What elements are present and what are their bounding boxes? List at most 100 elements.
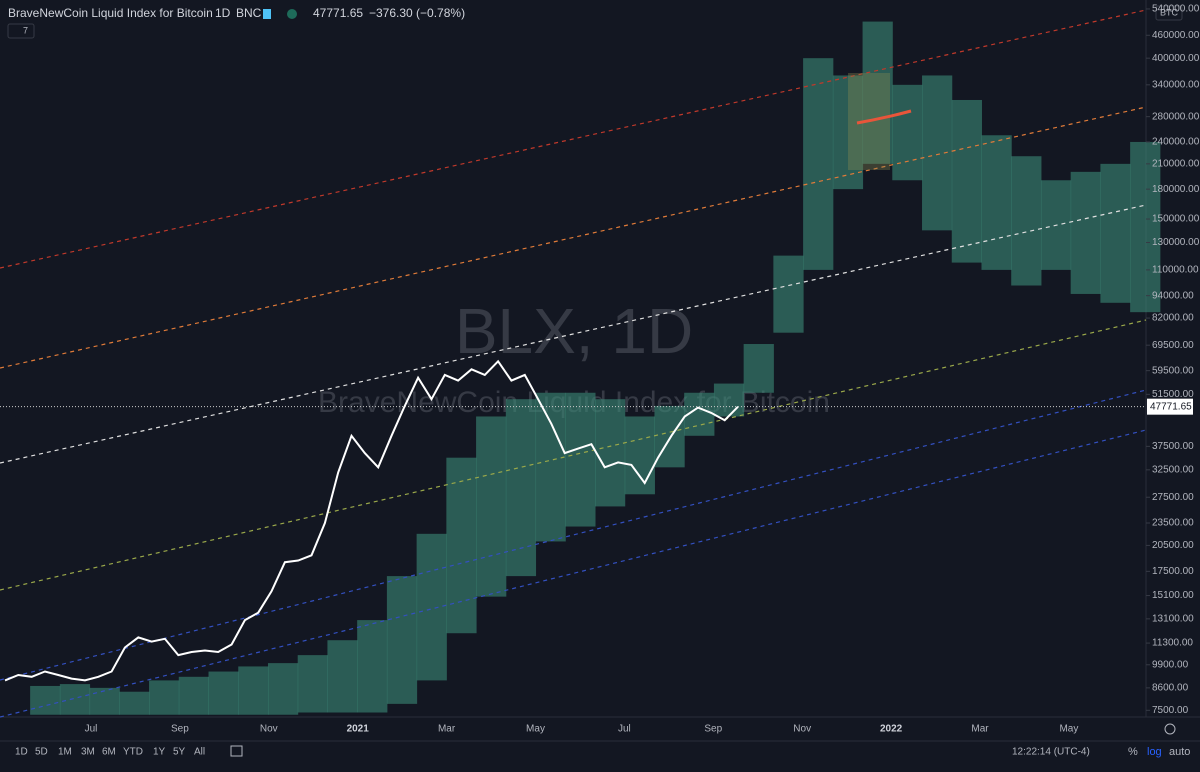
band-segment bbox=[922, 75, 953, 231]
exchange: BNC bbox=[236, 6, 262, 20]
band-segment bbox=[951, 99, 982, 263]
currency-box[interactable] bbox=[1155, 5, 1183, 21]
range-button[interactable]: 5D bbox=[35, 747, 48, 758]
range-button[interactable]: 1M bbox=[58, 747, 72, 758]
trend-line bbox=[0, 389, 1147, 681]
y-tick-label: 7500.00 bbox=[1152, 705, 1189, 716]
forecast-curve bbox=[856, 109, 912, 125]
log-toggle[interactable]: log bbox=[1147, 746, 1162, 758]
range-button[interactable]: 3M bbox=[81, 747, 95, 758]
trend-line bbox=[0, 9, 1147, 269]
band-segment bbox=[208, 671, 239, 715]
band-segment bbox=[476, 416, 507, 597]
range-button[interactable]: 1Y bbox=[153, 747, 166, 758]
trend-line bbox=[0, 106, 1147, 369]
band-segment bbox=[713, 383, 745, 417]
band-segment bbox=[1070, 171, 1101, 294]
range-button[interactable]: YTD bbox=[123, 747, 143, 758]
band-segment bbox=[149, 680, 180, 715]
indicator-count: 7 bbox=[23, 25, 28, 35]
x-tick-label: May bbox=[1059, 724, 1078, 735]
y-tick-label: 82000.00 bbox=[1152, 313, 1194, 324]
y-tick-label: 13100.00 bbox=[1152, 613, 1194, 624]
trend-line bbox=[0, 429, 1147, 718]
band-segment bbox=[267, 663, 299, 715]
price: 47771.65 bbox=[313, 6, 363, 20]
y-tick-label: 400000.00 bbox=[1152, 53, 1200, 64]
band-segment bbox=[624, 416, 655, 495]
y-tick-label: 94000.00 bbox=[1152, 290, 1194, 301]
x-tick-label: Nov bbox=[260, 724, 278, 735]
last-price-label: 47771.65 bbox=[1150, 401, 1192, 412]
range-button[interactable]: 6M bbox=[102, 747, 116, 758]
band-segment bbox=[297, 655, 328, 713]
band-segment bbox=[1130, 141, 1161, 313]
band-segment bbox=[446, 457, 477, 634]
band-segment bbox=[595, 399, 626, 507]
clock: 12:22:14 (UTC-4) bbox=[1012, 747, 1090, 758]
band-segment bbox=[1011, 156, 1042, 286]
watermark-title: BLX, 1D bbox=[455, 295, 693, 367]
y-tick-label: 180000.00 bbox=[1152, 184, 1200, 195]
auto-toggle[interactable]: auto bbox=[1169, 746, 1190, 758]
percent-toggle[interactable]: % bbox=[1128, 746, 1138, 758]
band-segment bbox=[89, 687, 120, 715]
y-tick-label: 37500.00 bbox=[1152, 441, 1194, 452]
range-button[interactable]: 1D bbox=[15, 747, 28, 758]
x-tick-label: Sep bbox=[704, 724, 722, 735]
band-segment bbox=[357, 620, 388, 713]
band-segment bbox=[862, 21, 893, 164]
x-tick-label: 2021 bbox=[347, 724, 370, 735]
price-line bbox=[4, 359, 739, 682]
change: −376.30 (−0.78%) bbox=[369, 6, 465, 20]
y-tick-label: 460000.00 bbox=[1152, 30, 1200, 41]
band-segment bbox=[238, 666, 269, 715]
x-tick-label: May bbox=[526, 724, 545, 735]
y-tick-label: 110000.00 bbox=[1152, 265, 1199, 276]
y-tick-label: 59500.00 bbox=[1152, 365, 1194, 376]
band-segment bbox=[1100, 163, 1131, 303]
y-tick-label: 51500.00 bbox=[1152, 389, 1194, 400]
y-tick-label: 20500.00 bbox=[1152, 540, 1194, 551]
band-segment bbox=[803, 58, 834, 270]
range-button[interactable]: 5Y bbox=[173, 747, 186, 758]
band-segment bbox=[386, 576, 418, 704]
band-segment bbox=[59, 684, 91, 715]
band-segment bbox=[30, 685, 61, 715]
x-tick-label: Sep bbox=[171, 724, 189, 735]
band-segment bbox=[535, 392, 566, 542]
y-tick-label: 15100.00 bbox=[1152, 590, 1194, 601]
band-segment bbox=[892, 84, 923, 181]
trend-line bbox=[0, 204, 1147, 464]
band-segment bbox=[416, 533, 447, 681]
band-segment bbox=[654, 405, 685, 468]
y-tick-label: 280000.00 bbox=[1152, 111, 1200, 122]
band-segment bbox=[981, 135, 1012, 270]
y-tick-label: 27500.00 bbox=[1152, 492, 1194, 503]
y-tick-label: 130000.00 bbox=[1152, 237, 1200, 248]
x-tick-label: Mar bbox=[971, 724, 989, 735]
currency: BTC bbox=[1160, 7, 1179, 17]
symbol: BraveNewCoin Liquid Index for Bitcoin bbox=[8, 6, 213, 20]
y-tick-label: 240000.00 bbox=[1152, 137, 1200, 148]
band-segment bbox=[119, 691, 150, 715]
y-tick-label: 17500.00 bbox=[1152, 566, 1194, 577]
band-segment bbox=[773, 255, 804, 333]
indicator-toggle[interactable] bbox=[7, 23, 35, 39]
date-range-icon[interactable] bbox=[230, 745, 243, 757]
y-tick-label: 32500.00 bbox=[1152, 464, 1194, 475]
band-segment bbox=[832, 75, 864, 190]
band-segment bbox=[327, 640, 358, 713]
x-tick-label: Mar bbox=[438, 724, 456, 735]
range-button[interactable]: All bbox=[194, 747, 205, 758]
last-price-box bbox=[1147, 398, 1193, 415]
flag-icon[interactable] bbox=[263, 9, 271, 19]
y-tick-label: 11300.00 bbox=[1152, 638, 1193, 649]
x-tick-label: Jul bbox=[618, 724, 631, 735]
band-segment bbox=[743, 344, 774, 393]
settings-icon[interactable] bbox=[1164, 723, 1176, 735]
y-tick-label: 8600.00 bbox=[1152, 683, 1189, 694]
